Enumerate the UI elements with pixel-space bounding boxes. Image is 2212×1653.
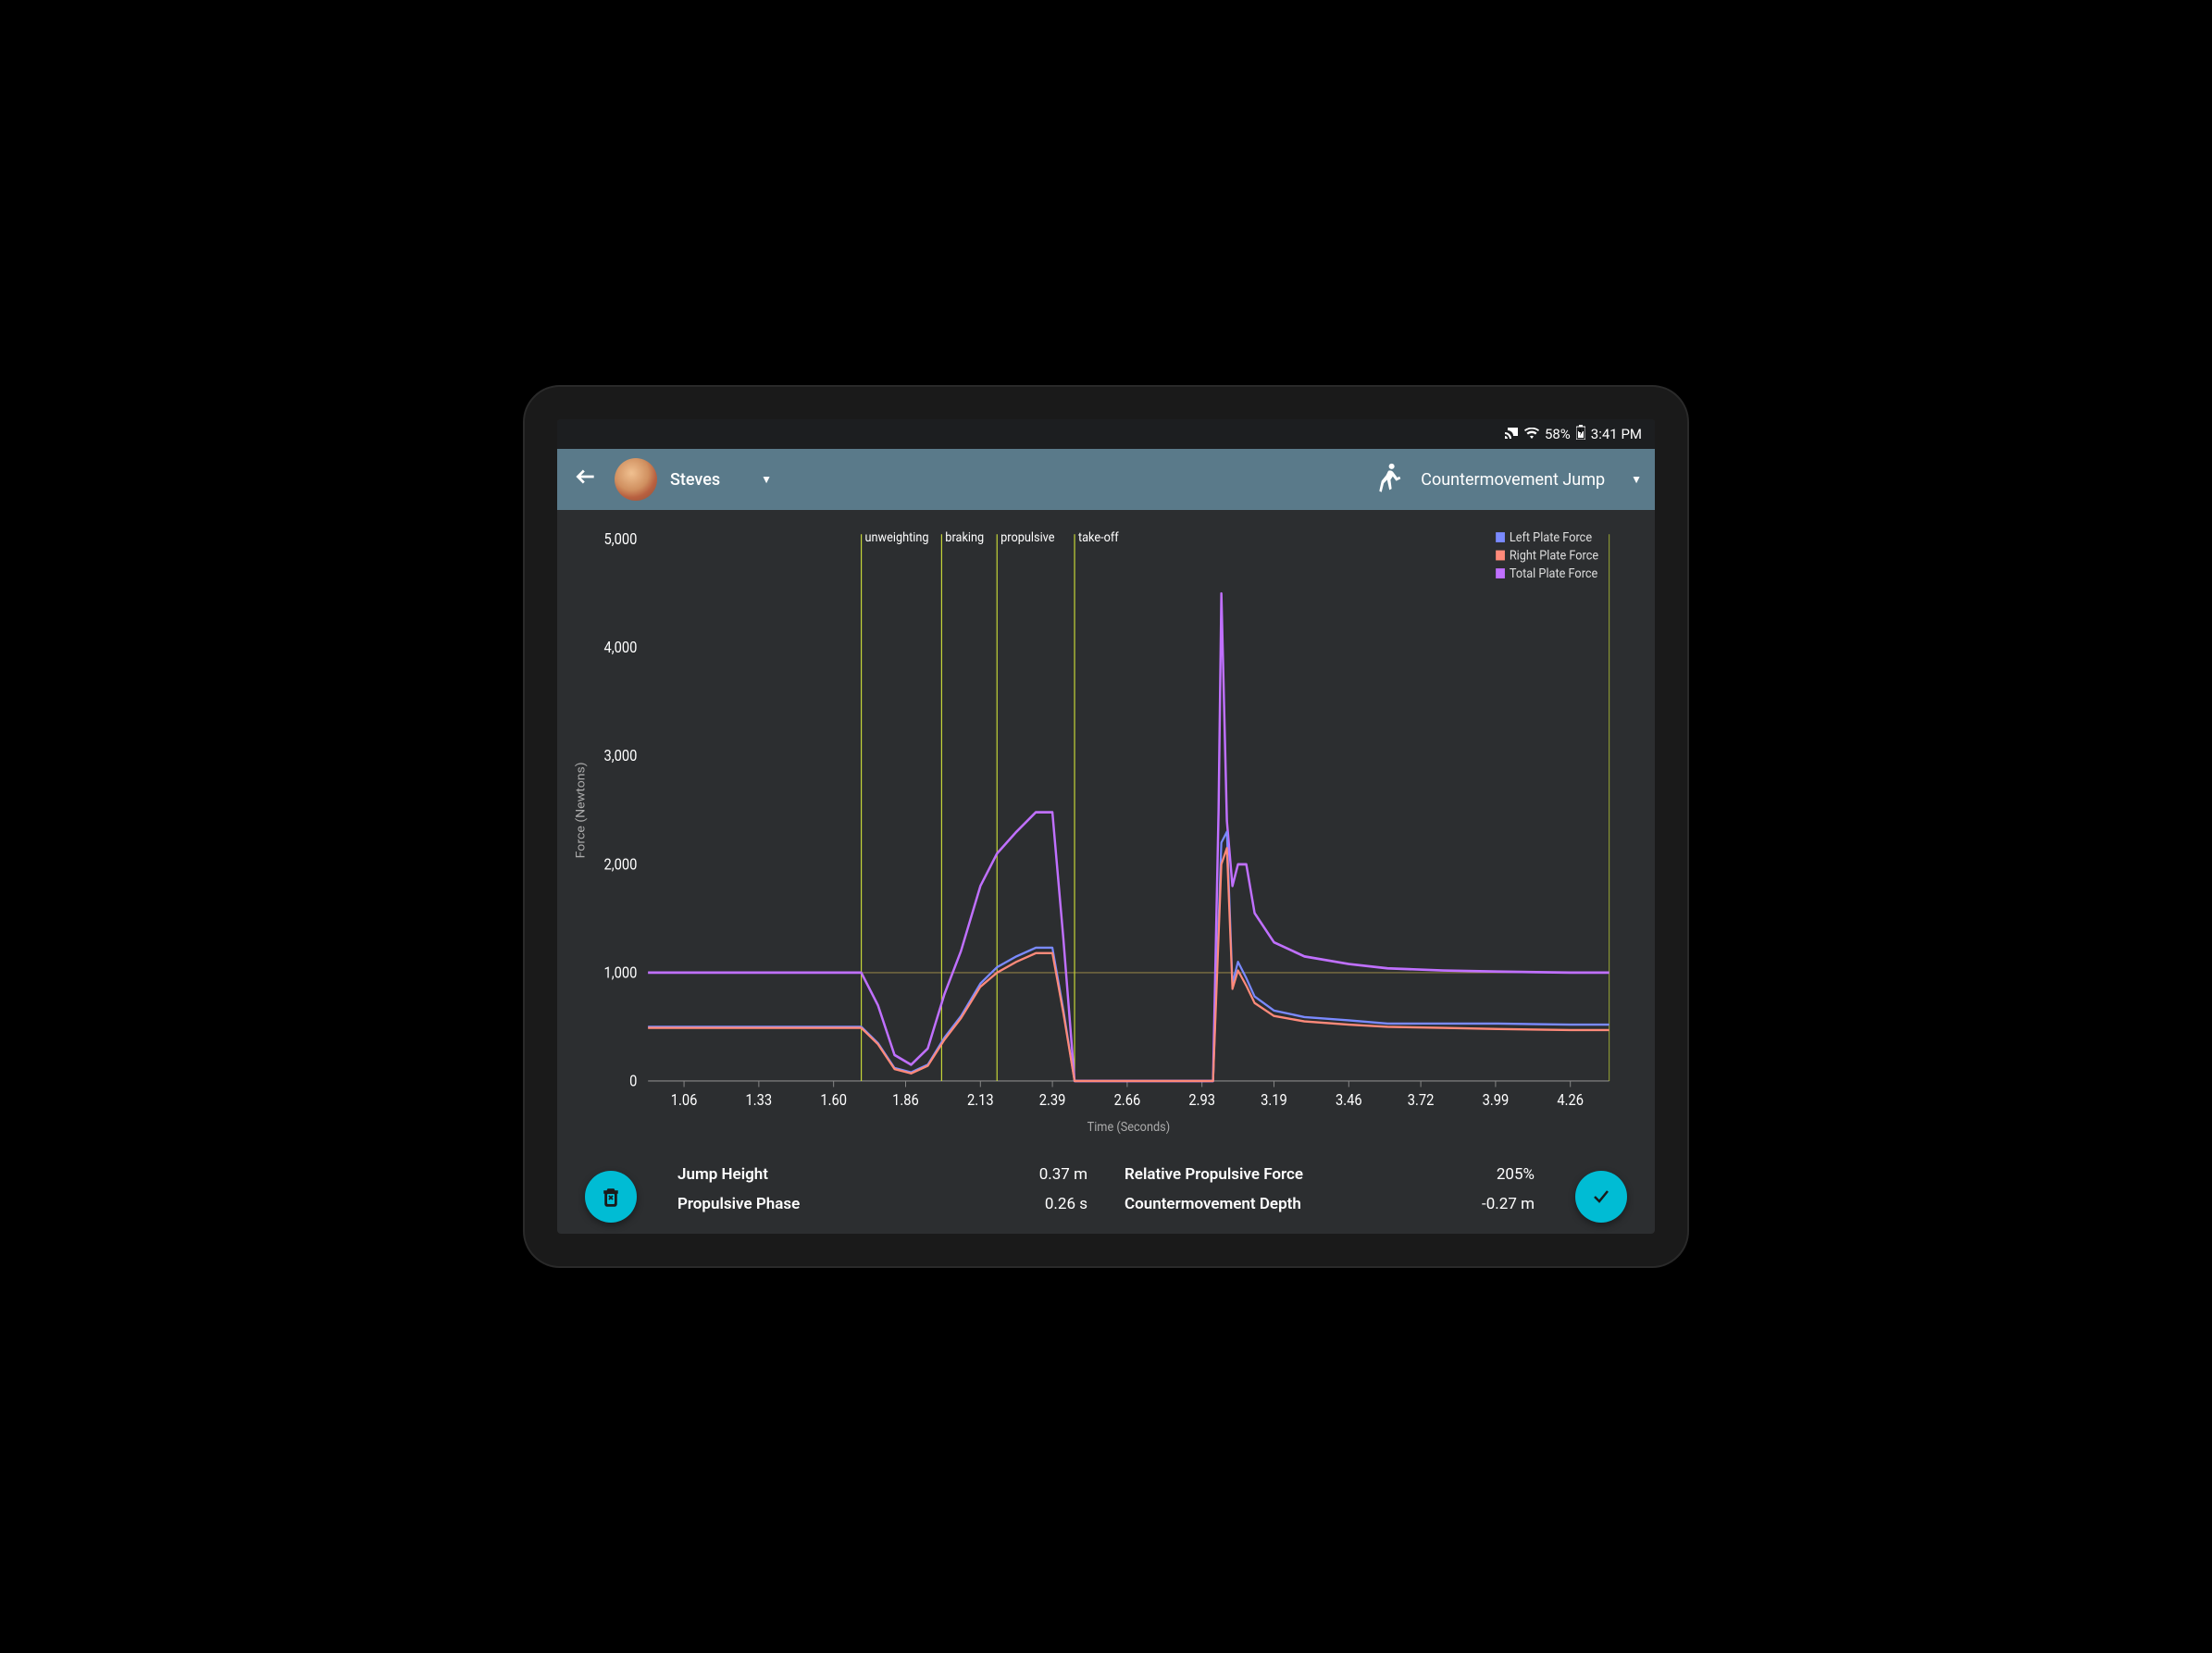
wifi-icon xyxy=(1524,426,1539,442)
clock-time: 3:41 PM xyxy=(1591,426,1642,442)
svg-text:braking: braking xyxy=(945,530,984,545)
metrics-grid: Jump Height 0.37 m Relative Propulsive For… xyxy=(677,1165,1535,1213)
svg-text:2.66: 2.66 xyxy=(1114,1091,1141,1109)
svg-text:3.46: 3.46 xyxy=(1336,1091,1362,1109)
jump-icon xyxy=(1374,462,1402,497)
back-button[interactable] xyxy=(570,461,602,498)
user-dropdown-icon[interactable]: ▼ xyxy=(761,473,772,486)
svg-text:5,000: 5,000 xyxy=(604,530,638,548)
svg-text:3.72: 3.72 xyxy=(1408,1091,1435,1109)
user-name[interactable]: Steves xyxy=(670,470,720,490)
tablet-frame: 58% 3:41 PM Steves ▼ Countermovement Jum… xyxy=(523,385,1689,1268)
app-screen: 58% 3:41 PM Steves ▼ Countermovement Jum… xyxy=(557,419,1655,1234)
svg-text:3.19: 3.19 xyxy=(1261,1091,1287,1109)
metric-label: Propulsive Phase xyxy=(677,1195,800,1213)
svg-text:unweighting: unweighting xyxy=(865,530,929,545)
svg-text:Force (Newtons): Force (Newtons) xyxy=(575,762,588,858)
metric-row: Jump Height 0.37 m xyxy=(677,1165,1087,1184)
metric-row: Countermovement Depth -0.27 m xyxy=(1125,1195,1535,1213)
metric-value: 205% xyxy=(1497,1165,1535,1184)
metric-label: Countermovement Depth xyxy=(1125,1195,1301,1213)
svg-text:3.99: 3.99 xyxy=(1483,1091,1510,1109)
svg-text:Time (Seconds): Time (Seconds) xyxy=(1087,1121,1171,1136)
svg-text:1.86: 1.86 xyxy=(892,1091,919,1109)
svg-text:take-off: take-off xyxy=(1078,530,1119,545)
metrics-bar: Jump Height 0.37 m Relative Propulsive For… xyxy=(557,1150,1655,1234)
svg-text:2,000: 2,000 xyxy=(604,856,638,874)
svg-text:1.60: 1.60 xyxy=(820,1091,847,1109)
battery-pct: 58% xyxy=(1545,426,1571,442)
svg-text:propulsive: propulsive xyxy=(1000,530,1054,545)
metric-row: Relative Propulsive Force 205% xyxy=(1125,1165,1535,1184)
svg-text:2.13: 2.13 xyxy=(967,1091,994,1109)
svg-text:0: 0 xyxy=(629,1073,637,1090)
metric-label: Jump Height xyxy=(677,1165,768,1184)
svg-text:1.06: 1.06 xyxy=(671,1091,698,1109)
metric-value: 0.37 m xyxy=(1039,1165,1087,1184)
battery-icon xyxy=(1576,425,1585,443)
metric-row: Propulsive Phase 0.26 s xyxy=(677,1195,1087,1213)
svg-text:1.33: 1.33 xyxy=(746,1091,773,1109)
test-dropdown-icon[interactable]: ▼ xyxy=(1631,473,1642,486)
header-bar: Steves ▼ Countermovement Jump ▼ xyxy=(557,449,1655,510)
delete-button[interactable] xyxy=(585,1171,637,1223)
svg-text:4.26: 4.26 xyxy=(1557,1091,1584,1109)
svg-text:Total Plate Force: Total Plate Force xyxy=(1510,566,1597,581)
test-name[interactable]: Countermovement Jump xyxy=(1421,470,1605,490)
svg-text:1,000: 1,000 xyxy=(604,964,638,982)
svg-text:2.93: 2.93 xyxy=(1188,1091,1215,1109)
svg-text:4,000: 4,000 xyxy=(604,639,638,656)
metric-label: Relative Propulsive Force xyxy=(1125,1165,1303,1184)
chart-area: Force (Newtons) 0 1,000 2,000 3,000 4,000 5,00… xyxy=(557,510,1655,1150)
svg-text:2.39: 2.39 xyxy=(1039,1091,1066,1109)
metric-value: -0.27 m xyxy=(1482,1195,1535,1213)
svg-text:Right Plate Force: Right Plate Force xyxy=(1510,549,1598,564)
confirm-button[interactable] xyxy=(1575,1171,1627,1223)
cast-icon xyxy=(1504,426,1519,442)
status-bar: 58% 3:41 PM xyxy=(557,419,1655,449)
metric-value: 0.26 s xyxy=(1045,1195,1087,1213)
svg-text:Left Plate Force: Left Plate Force xyxy=(1510,530,1592,545)
force-chart[interactable]: Force (Newtons) 0 1,000 2,000 3,000 4,000 5,00… xyxy=(566,519,1636,1141)
svg-text:3,000: 3,000 xyxy=(604,748,638,765)
user-avatar[interactable] xyxy=(615,458,657,501)
